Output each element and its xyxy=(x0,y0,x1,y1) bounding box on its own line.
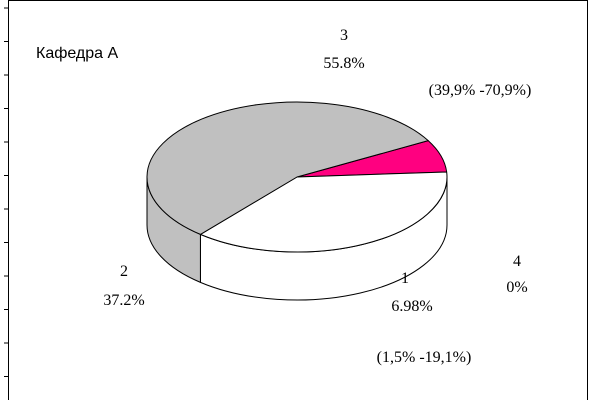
slice-4-value-label: 0% xyxy=(506,279,527,296)
slice-3-category-label: 3 xyxy=(340,27,348,44)
chart-title: Кафедра А xyxy=(36,45,119,62)
slice-3-value-label: 55.8% xyxy=(323,55,364,72)
slice-3-interval-label: (39,9% -70,9%) xyxy=(429,82,532,99)
slice-1-value-label: 6.98% xyxy=(391,298,432,315)
slice-1-category-label: 1 xyxy=(401,270,409,287)
slice-2-value-label: 37.2% xyxy=(103,292,144,309)
frame-tick-marks xyxy=(4,7,9,377)
slice-2-top xyxy=(199,171,448,253)
slice-4-category-label: 4 xyxy=(513,253,521,270)
pie-slices xyxy=(146,101,448,301)
slice-3-top xyxy=(146,101,429,235)
slice-1-interval-label: (1,5% -19,1%) xyxy=(377,349,472,366)
slice-2-category-label: 2 xyxy=(120,263,128,280)
